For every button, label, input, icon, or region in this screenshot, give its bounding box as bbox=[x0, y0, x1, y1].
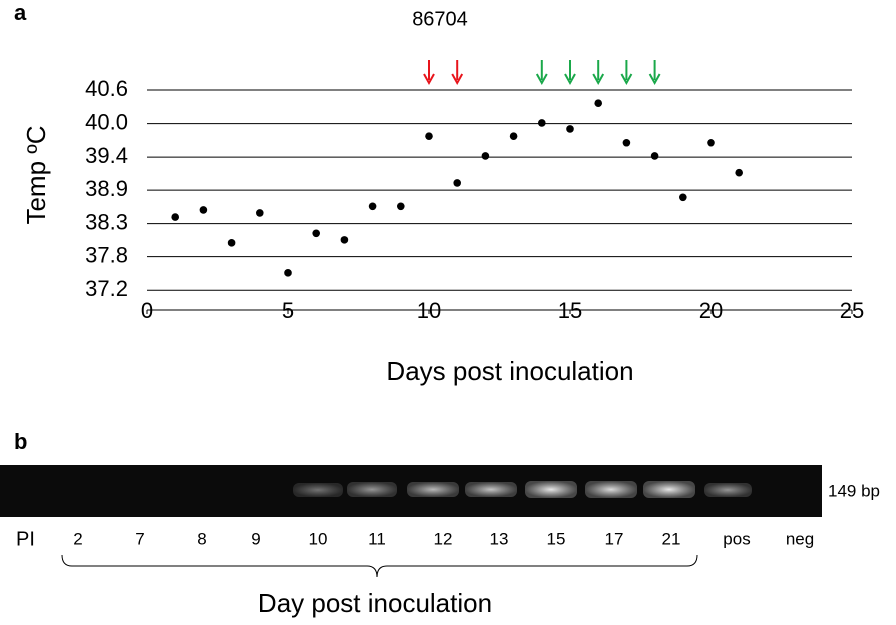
x-tick-label: 15 bbox=[558, 298, 582, 323]
y-tick-label: 40.6 bbox=[85, 76, 128, 101]
lane-label: 10 bbox=[309, 529, 328, 548]
lane-labels: 2 7 8 9 10 11 12 13 15 17 21 pos neg bbox=[73, 529, 814, 548]
y-tick-label: 38.9 bbox=[85, 176, 128, 201]
panel-label: a bbox=[14, 0, 27, 25]
band-size-label: 149 bp bbox=[828, 481, 880, 500]
x-tick-label: 10 bbox=[417, 298, 441, 323]
lane-label: neg bbox=[786, 529, 814, 548]
data-point bbox=[255, 209, 264, 217]
lane-label: 2 bbox=[73, 529, 82, 548]
lane-label: 21 bbox=[662, 529, 681, 548]
y-tick-label: 38.3 bbox=[85, 209, 128, 234]
data-point bbox=[425, 132, 433, 140]
lane-label: 11 bbox=[368, 529, 386, 548]
lane-label: 7 bbox=[135, 529, 144, 548]
data-point bbox=[171, 213, 179, 221]
band bbox=[293, 483, 343, 497]
y-tick-label: 37.2 bbox=[85, 276, 128, 301]
y-tick-label: 40.0 bbox=[85, 109, 128, 134]
data-point bbox=[199, 206, 208, 214]
y-axis-label: Temp ºC bbox=[21, 125, 51, 224]
lane-label: pos bbox=[723, 529, 750, 548]
data-point bbox=[566, 125, 574, 133]
data-point bbox=[368, 202, 377, 211]
band bbox=[643, 481, 695, 498]
plot: 37.2 37.8 38.3 38.9 39.4 40.0 40.6 0 5 10 15 20 25 bbox=[85, 60, 864, 323]
band bbox=[525, 481, 577, 498]
data-point bbox=[509, 132, 518, 140]
data-point bbox=[622, 138, 631, 147]
lane-label: 13 bbox=[490, 529, 509, 548]
panel-label: b bbox=[14, 429, 27, 454]
band bbox=[704, 483, 752, 497]
gel-bands bbox=[293, 481, 752, 498]
data-point bbox=[227, 239, 236, 247]
y-tick-label: 39.4 bbox=[85, 143, 128, 168]
band bbox=[407, 482, 459, 497]
data-point bbox=[453, 179, 462, 187]
data-point bbox=[650, 152, 659, 160]
lane-label: 12 bbox=[434, 529, 453, 548]
arrow-head bbox=[423, 73, 435, 86]
data-point bbox=[679, 193, 687, 202]
arrow-head bbox=[564, 73, 576, 86]
arrow-head bbox=[451, 73, 464, 86]
x-tick-label: 20 bbox=[699, 298, 723, 323]
data-point bbox=[538, 119, 546, 127]
x-tick-label: 0 bbox=[141, 298, 153, 323]
band bbox=[347, 482, 397, 497]
x-axis-label: Days post inoculation bbox=[386, 356, 633, 386]
y-tick-label: 37.8 bbox=[85, 242, 128, 267]
lane-label: 9 bbox=[251, 529, 260, 548]
lane-label: 17 bbox=[605, 529, 624, 548]
chart-title: 86704 bbox=[412, 8, 468, 30]
band bbox=[465, 482, 517, 497]
x-tick-label: 5 bbox=[282, 298, 294, 323]
x-tick-label: 25 bbox=[840, 298, 864, 323]
bracket bbox=[61, 554, 698, 578]
band bbox=[585, 481, 637, 498]
arrow-head bbox=[648, 73, 661, 86]
bracket-label: Day post inoculation bbox=[258, 588, 492, 618]
data-point bbox=[707, 138, 715, 147]
data-point bbox=[481, 152, 490, 160]
data-point bbox=[594, 99, 602, 107]
data-point bbox=[312, 229, 321, 238]
arrow-head bbox=[620, 73, 633, 86]
arrow-head bbox=[535, 73, 548, 86]
data-point bbox=[340, 236, 349, 244]
arrow-head bbox=[592, 73, 605, 86]
row-label: PI bbox=[16, 528, 35, 550]
data-point bbox=[284, 269, 292, 277]
lane-label: 15 bbox=[547, 529, 566, 548]
data-point bbox=[735, 168, 743, 177]
lane-label: 8 bbox=[197, 529, 206, 548]
data-point bbox=[397, 202, 405, 211]
